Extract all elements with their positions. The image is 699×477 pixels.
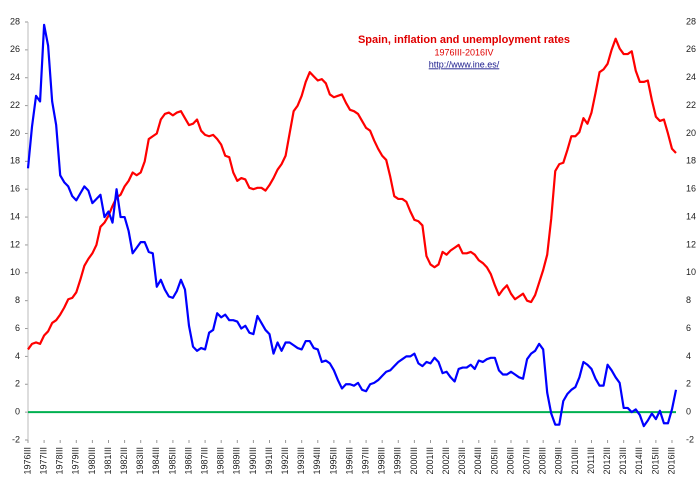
x-tick-label: 2006III [505,447,515,475]
y2-tick-label: 20 [686,128,696,138]
x-tick-label: 2011III [586,447,596,474]
x-tick-label: 1994III [312,447,322,475]
x-tick-label: 2012III [602,447,612,475]
chart-title: Spain, inflation and unemployment rates [358,34,570,46]
x-tick-label: 1999III [393,447,403,475]
x-tick-label: 2001III [425,447,435,475]
x-tick-label: 1983III [135,447,145,475]
y-tick-label: 6 [15,323,20,333]
x-tick-label: 1998III [377,447,387,475]
y-tick-label: 16 [10,184,20,194]
y-tick-label: 0 [15,407,20,417]
x-tick-label: 1992III [280,447,290,475]
y-tick-label: 14 [10,211,20,221]
x-tick-label: 1982III [119,447,129,475]
x-tick-label: 1990III [248,447,258,475]
y2-tick-label: 2 [686,379,691,389]
y2-tick-label: 26 [686,44,696,54]
x-tick-label: 1976III [22,447,32,475]
series-line [26,23,678,428]
y-tick-label: 10 [10,267,20,277]
y-tick-label: 22 [10,100,20,110]
y2-tick-label: 18 [686,156,696,166]
y2-tick-label: 16 [686,184,696,194]
source-url: http://www.ine.es/ [429,59,500,69]
x-tick-label: 2014III [634,447,644,475]
y-tick-label: 28 [10,16,20,26]
x-tick-label: 1987III [199,447,209,475]
y2-tick-label: 12 [686,239,696,249]
y2-tick-label: 24 [686,72,696,82]
x-tick-label: 1996III [344,447,354,475]
x-tick-label: 2002III [441,447,451,475]
x-tick-label: 2016III [666,447,676,475]
x-tick-label: 1988III [216,447,226,475]
x-tick-label: 1977III [38,447,48,475]
y-tick-label: 2 [15,379,20,389]
x-tick-label: 1984III [151,447,161,475]
x-tick-label: 1979III [71,447,81,475]
x-tick-label: 2007III [521,447,531,475]
x-tick-label: 1997III [360,447,370,475]
x-tick-label: 1978III [55,447,65,475]
y2-tick-label: 10 [686,267,696,277]
x-tick-label: 1991III [264,447,274,475]
x-tick-label: 1980III [87,447,97,475]
y2-tick-label: 0 [686,407,691,417]
y2-tick-label: 14 [686,211,696,221]
y-tick-label: 20 [10,128,20,138]
x-tick-label: 1993III [296,447,306,475]
x-tick-label: 2003III [457,447,467,475]
x-tick-label: 2008III [538,447,548,475]
y-tick-label: 24 [10,72,20,82]
x-tick-label: 2005III [489,447,499,475]
y2-tick-label: 28 [686,16,696,26]
x-tick-label: 2015III [650,447,660,475]
y2-tick-label: 4 [686,351,691,361]
chart-subtitle: 1976III-2016IV [434,47,493,57]
series-line [27,37,677,351]
y-tick-label: 18 [10,156,20,166]
x-tick-label: 2000III [409,447,419,475]
y-tick-label: 8 [15,295,20,305]
y2-tick-label: 8 [686,295,691,305]
y-tick-label: 4 [15,351,20,361]
x-tick-label: 1981III [103,447,113,475]
x-tick-label: 1985III [167,447,177,475]
x-tick-label: 2013III [618,447,628,475]
x-tick-label: 2004III [473,447,483,475]
title-box [352,28,576,78]
y2-tick-label: 22 [686,100,696,110]
y2-tick-label: 6 [686,323,691,333]
y-tick-label: 12 [10,239,20,249]
y2-tick-label: -2 [686,434,694,444]
y-tick-label: -2 [12,434,20,444]
x-tick-label: 2009III [554,447,564,475]
x-tick-label: 1989III [232,447,242,475]
y-tick-label: 26 [10,44,20,54]
x-tick-label: 2010III [570,447,580,475]
x-tick-label: 1986III [183,447,193,475]
x-tick-label: 1995III [328,447,338,475]
